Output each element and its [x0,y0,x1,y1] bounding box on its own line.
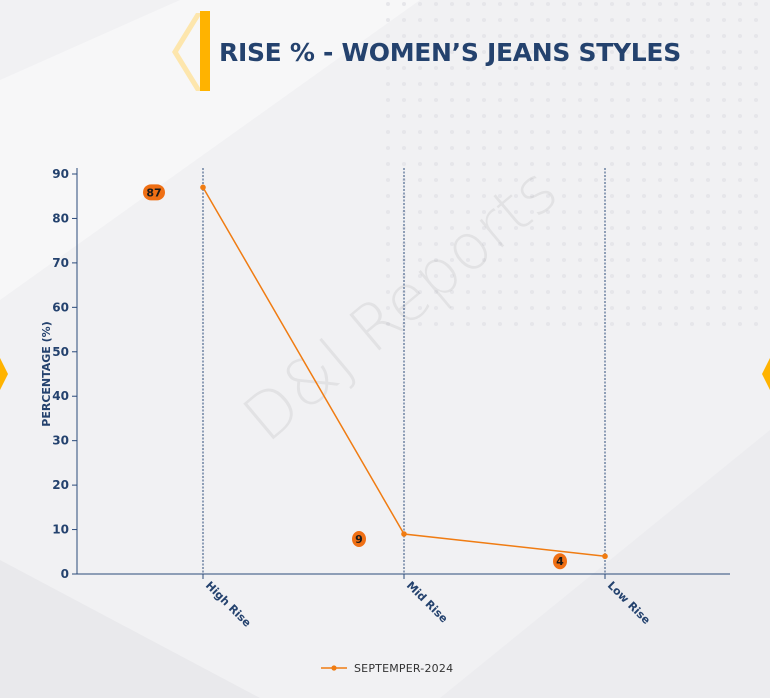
y-tick-label: 40 [52,389,69,403]
y-tick-label: 30 [52,434,69,448]
data-point [602,553,608,560]
x-tick-label: Mid Rise [404,579,450,625]
chevron-logo-icon [172,11,210,91]
next-arrow-icon[interactable] [762,358,770,390]
data-label: 4 [556,555,564,568]
legend-series-marker [321,665,347,671]
legend: SEPTEMPER-2024 [320,660,453,676]
y-tick-label: 20 [52,478,69,492]
x-tick-label: High Rise [203,579,254,630]
legend-series-label: SEPTEMPER-2024 [354,661,454,675]
y-tick-label: 0 [61,567,69,581]
y-tick-label: 60 [52,300,69,314]
page-title: RISE % - WOMEN’S JEANS STYLES [219,38,681,67]
y-tick-label: 90 [52,167,69,181]
data-label-badge [553,553,567,570]
data-label-badge [352,531,366,547]
y-tick-label: 50 [52,345,69,359]
x-tick-label: Low Rise [605,579,653,627]
data-label: 9 [355,533,363,546]
data-point [200,184,206,191]
header: RISE % - WOMEN’S JEANS STYLES [0,0,770,110]
prev-arrow-icon[interactable] [0,358,8,390]
data-label: 87 [146,186,161,199]
y-tick-label: 10 [52,523,69,537]
y-tick-label: 70 [52,256,69,270]
data-label-badge [143,184,165,201]
data-point [401,531,407,537]
y-tick-label: 80 [52,211,69,225]
y-axis-title: PERCENTAGE (%) [40,321,53,426]
